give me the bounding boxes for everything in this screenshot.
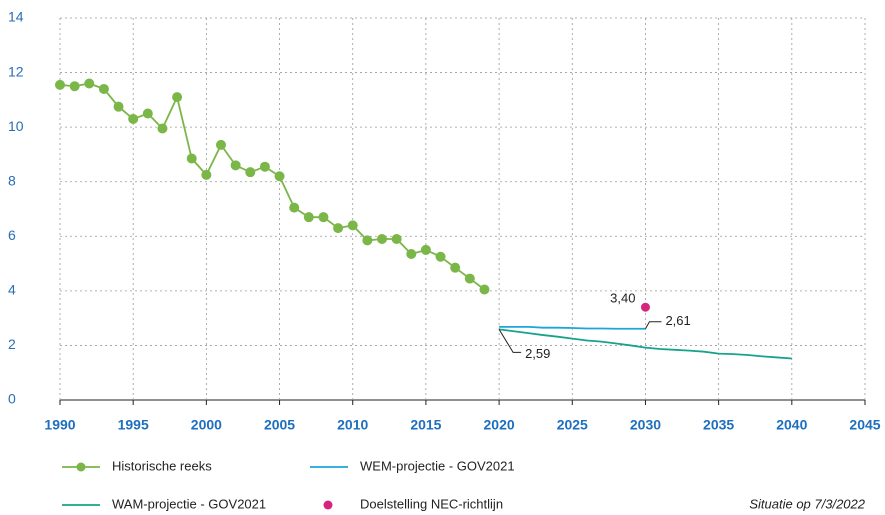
y-tick-label: 6 xyxy=(8,227,16,243)
legend-label: Historische reeks xyxy=(112,458,212,473)
x-tick-label: 1990 xyxy=(44,417,75,433)
leader-line xyxy=(645,321,662,330)
data-point xyxy=(128,113,139,124)
x-tick-label: 1995 xyxy=(118,417,149,433)
data-point xyxy=(230,160,241,171)
x-tick-label: 2025 xyxy=(557,417,588,433)
data-point xyxy=(377,234,387,245)
data-point xyxy=(157,123,168,134)
legend-label: Doelstelling NEC-richtlijn xyxy=(360,496,503,511)
data-point xyxy=(450,262,461,273)
series-line xyxy=(59,82,485,291)
data-point xyxy=(362,235,373,246)
data-point xyxy=(259,161,270,172)
y-tick-label: 12 xyxy=(8,63,24,79)
x-tick-label: 2000 xyxy=(191,417,222,433)
data-point xyxy=(333,223,344,234)
data-point xyxy=(98,83,109,94)
data-point xyxy=(347,220,358,231)
legend-label: WAM-projectie - GOV2021 xyxy=(112,496,266,511)
x-tick-label: 2015 xyxy=(410,417,441,433)
data-label: 3,40 xyxy=(610,291,635,306)
data-point xyxy=(186,153,197,164)
leader-line xyxy=(498,329,522,353)
x-tick-label: 2035 xyxy=(703,417,734,433)
legend-label: WEM-projectie - GOV2021 xyxy=(360,458,515,473)
data-point xyxy=(274,171,285,182)
y-tick-label: 0 xyxy=(8,391,16,407)
data-point xyxy=(303,212,314,223)
series-line xyxy=(499,325,646,330)
data-point xyxy=(479,284,490,295)
data-point xyxy=(289,202,300,213)
data-point xyxy=(113,101,124,112)
x-tick-label: 2020 xyxy=(484,417,515,433)
data-point xyxy=(142,108,153,119)
data-point xyxy=(201,169,212,180)
note: Situatie op 7/3/2022 xyxy=(749,496,865,511)
x-tick-label: 2045 xyxy=(849,417,880,433)
data-point xyxy=(172,92,183,103)
y-tick-label: 14 xyxy=(8,9,24,25)
x-tick-label: 2040 xyxy=(776,417,807,433)
legend-marker xyxy=(76,462,86,472)
data-point xyxy=(69,81,80,92)
data-point xyxy=(391,234,402,245)
x-tick-label: 2010 xyxy=(337,417,368,433)
data-point xyxy=(84,78,95,89)
data-point xyxy=(406,249,417,260)
y-tick-label: 2 xyxy=(8,336,16,352)
y-tick-label: 8 xyxy=(8,172,16,188)
data-point xyxy=(435,251,446,262)
data-point xyxy=(55,79,65,90)
data-point xyxy=(464,273,475,284)
annotation: 2,61 xyxy=(665,313,690,328)
y-tick-label: 10 xyxy=(8,118,24,134)
series-line xyxy=(498,328,792,360)
legend-marker xyxy=(323,500,333,510)
annotation: 2,59 xyxy=(525,346,550,361)
data-point xyxy=(216,139,226,150)
data-point xyxy=(245,167,256,178)
data-point xyxy=(420,244,431,255)
data-point xyxy=(318,212,329,223)
y-tick-label: 4 xyxy=(8,282,16,298)
x-tick-label: 2005 xyxy=(264,417,295,433)
x-tick-label: 2030 xyxy=(630,417,661,433)
data-point xyxy=(640,302,650,312)
